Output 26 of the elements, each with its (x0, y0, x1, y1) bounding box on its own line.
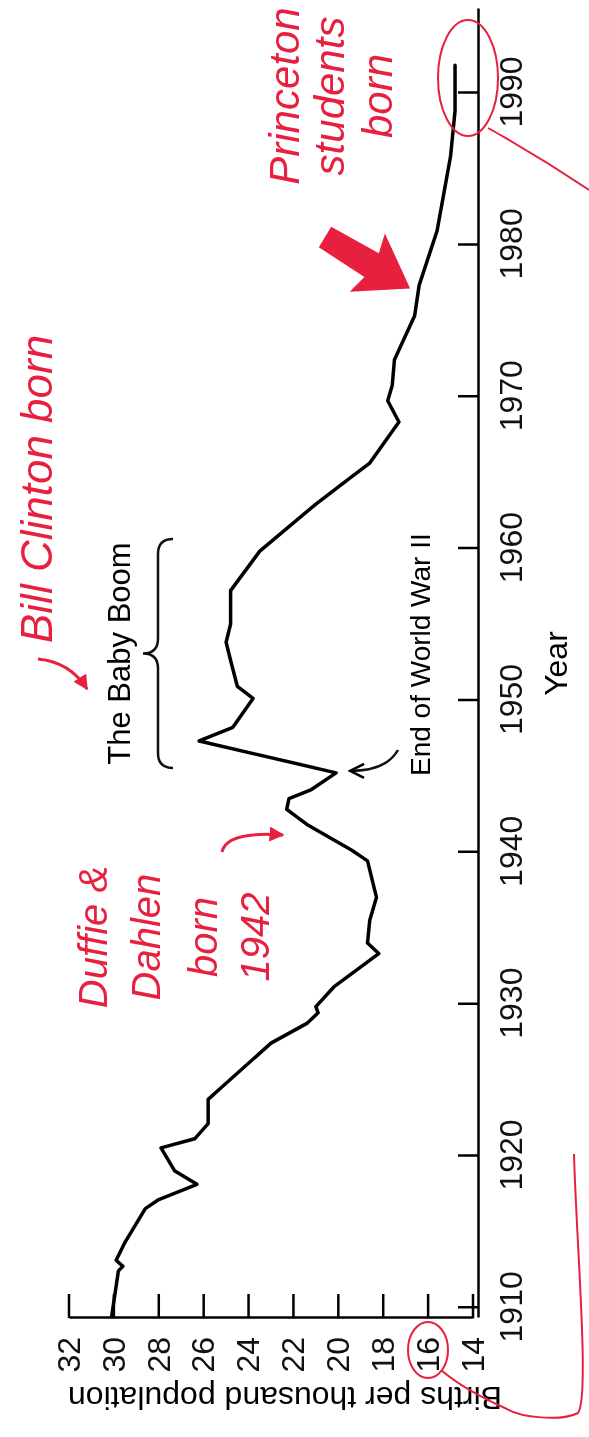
x-tick-label: 32 (50, 1337, 87, 1373)
y-tick-label: 1990 (492, 56, 529, 128)
y-tick-label: 1960 (492, 512, 529, 584)
y-axis-title: Year (538, 630, 574, 696)
y-tick-label: 1950 (492, 663, 529, 736)
x-axis-title: Births per thousand population (67, 1380, 503, 1416)
x-tick-label: 28 (140, 1337, 177, 1373)
text: Bill Clinton born (12, 334, 61, 643)
x-tick-label: 22 (275, 1337, 312, 1373)
x-tick-label: 26 (185, 1337, 222, 1373)
annotation: Duffie & Dahlen born 1942 (71, 865, 277, 1009)
annotation: Princeton students born (261, 7, 401, 185)
y-tick-label: 1920 (492, 1119, 529, 1191)
x-tick-label: 24 (230, 1337, 267, 1373)
x-tick-label: 16 (409, 1337, 446, 1373)
y-tick-label: 1980 (492, 208, 529, 280)
y-tick-label: 1910 (492, 1271, 529, 1343)
y-tick-label: 1930 (492, 967, 529, 1039)
annotation: The Baby Boom (102, 542, 137, 765)
x-tick-label: 20 (320, 1337, 357, 1373)
x-tick-label: 14 (454, 1337, 491, 1373)
x-tick-label: 18 (364, 1337, 401, 1373)
y-tick-label: 1940 (492, 815, 529, 887)
y-tick-label: 1970 (492, 360, 529, 432)
x-tick-label: 30 (95, 1337, 132, 1373)
annotation: End of World War II (405, 533, 436, 776)
